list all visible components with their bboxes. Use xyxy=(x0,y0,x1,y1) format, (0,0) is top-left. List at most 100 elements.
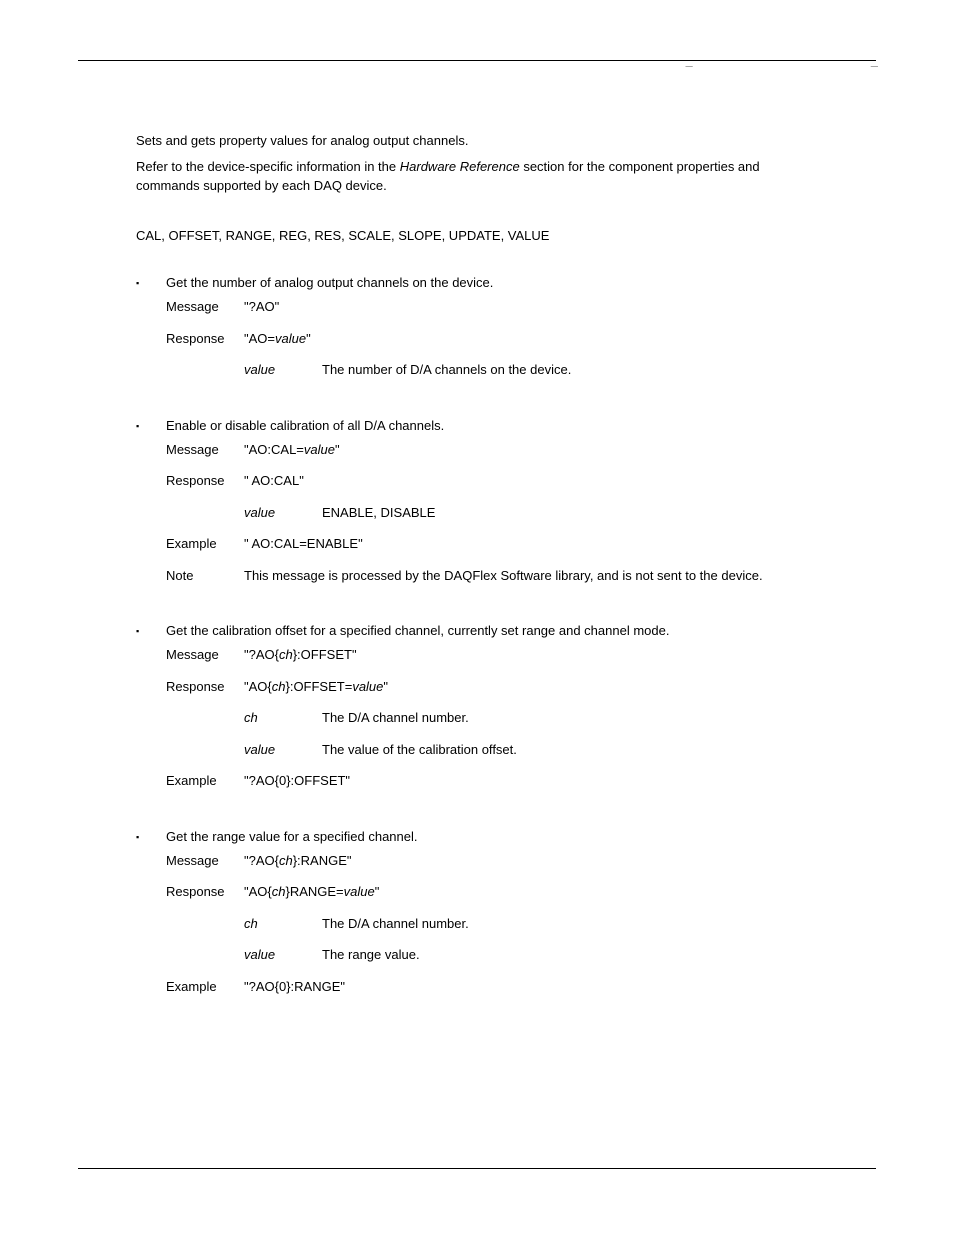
resp-prefix: "AO{ xyxy=(244,679,272,694)
resp-mid: }:OFFSET= xyxy=(285,679,352,694)
section-desc: Get the number of analog output channels… xyxy=(166,273,818,293)
row-response: Response "AO= value " value The number of … xyxy=(166,329,818,380)
value-response: "AO{ch}RANGE=value" ch The D/A channel n… xyxy=(244,882,818,965)
resp-suffix: " xyxy=(383,679,388,694)
header-dash-1: – xyxy=(686,56,691,76)
intro-para-2: Refer to the device-specific information… xyxy=(136,157,818,196)
sub-value: ENABLE, DISABLE xyxy=(322,503,818,523)
value-example: "?AO{0}:OFFSET" xyxy=(244,771,818,791)
row-response: Response " AO:CAL" value ENABLE, DISABLE xyxy=(166,471,818,522)
value-response: "AO= value " value The number of D/A chann… xyxy=(244,329,818,380)
value-response: " AO:CAL" value ENABLE, DISABLE xyxy=(244,471,818,522)
row-message: Message "?AO" xyxy=(166,297,818,317)
sub-value: The D/A channel number. xyxy=(322,914,818,934)
bullet-icon: ▪ xyxy=(136,827,166,847)
sub-value: The value of the calibration offset. xyxy=(322,740,818,760)
resp-em2: value xyxy=(352,679,383,694)
sub-row-value: value The number of D/A channels on the … xyxy=(244,360,818,380)
header-dash-2: – xyxy=(871,56,876,76)
sub-label: value xyxy=(244,503,322,523)
label-message: Message xyxy=(166,440,244,460)
intro-p2-em: Hardware Reference xyxy=(400,159,520,174)
value-message: "?AO" xyxy=(244,297,818,317)
sub-value: The number of D/A channels on the device… xyxy=(322,360,818,380)
section-ao-count: ▪ Get the number of analog output channe… xyxy=(166,273,818,380)
resp-text: " AO:CAL" xyxy=(244,473,304,488)
label-note: Note xyxy=(166,566,244,586)
msg-em: value xyxy=(304,442,335,457)
sub-row-ch: ch The D/A channel number. xyxy=(244,914,818,934)
section-ao-range: ▪ Get the range value for a specified ch… xyxy=(166,827,818,997)
label-message: Message xyxy=(166,297,244,317)
section-desc: Get the calibration offset for a specifi… xyxy=(166,621,818,641)
msg-em: ch xyxy=(279,647,293,662)
msg-suffix: }:RANGE" xyxy=(293,853,352,868)
msg-suffix: }:OFFSET" xyxy=(293,647,357,662)
resp-prefix: "AO{ xyxy=(244,884,272,899)
row-example: Example " AO:CAL=ENABLE" xyxy=(166,534,818,554)
row-example: Example "?AO{0}:RANGE" xyxy=(166,977,818,997)
bullet-icon: ▪ xyxy=(136,621,166,641)
resp-suffix: " xyxy=(306,331,311,346)
row-message: Message "?AO{ch}:OFFSET" xyxy=(166,645,818,665)
label-message: Message xyxy=(166,645,244,665)
resp-em1: ch xyxy=(272,884,286,899)
bullet-row: ▪ Get the number of analog output channe… xyxy=(136,273,818,293)
intro-p2-prefix: Refer to the device-specific information… xyxy=(136,159,400,174)
resp-prefix: "AO= xyxy=(244,331,275,346)
row-response: Response "AO{ch}:OFFSET=value" ch The D/… xyxy=(166,677,818,760)
value-message: "AO:CAL=value" xyxy=(244,440,818,460)
resp-em2: value xyxy=(344,884,375,899)
resp-suffix: " xyxy=(375,884,380,899)
sub-label: value xyxy=(244,360,322,380)
msg-prefix: "AO:CAL= xyxy=(244,442,304,457)
sub-row-value: value The range value. xyxy=(244,945,818,965)
sub-label: value xyxy=(244,945,322,965)
row-response: Response "AO{ch}RANGE=value" ch The D/A … xyxy=(166,882,818,965)
row-message: Message "AO:CAL=value" xyxy=(166,440,818,460)
label-response: Response xyxy=(166,677,244,760)
resp-mid: }RANGE= xyxy=(285,884,343,899)
sub-label: ch xyxy=(244,708,322,728)
sub-value: The range value. xyxy=(322,945,818,965)
label-message: Message xyxy=(166,851,244,871)
sub-row-value: value The value of the calibration offse… xyxy=(244,740,818,760)
value-message: "?AO{ch}:RANGE" xyxy=(244,851,818,871)
msg-prefix: "?AO{ xyxy=(244,647,279,662)
sub-row-ch: ch The D/A channel number. xyxy=(244,708,818,728)
section-ao-offset: ▪ Get the calibration offset for a speci… xyxy=(166,621,818,791)
def-table: Message "?AO{ch}:OFFSET" Response "AO{ch… xyxy=(166,645,818,791)
intro-para-1: Sets and gets property values for analog… xyxy=(136,131,818,151)
bullet-icon: ▪ xyxy=(136,416,166,436)
label-example: Example xyxy=(166,977,244,997)
value-response: "AO{ch}:OFFSET=value" ch The D/A channel… xyxy=(244,677,818,760)
label-example: Example xyxy=(166,771,244,791)
value-note: This message is processed by the DAQFlex… xyxy=(244,566,818,586)
resp-em1: ch xyxy=(272,679,286,694)
sub-label: value xyxy=(244,740,322,760)
def-table: Message "?AO" Response "AO= value " value … xyxy=(166,297,818,380)
row-note: Note This message is processed by the DA… xyxy=(166,566,818,586)
bullet-row: ▪ Enable or disable calibration of all D… xyxy=(136,416,818,436)
def-table: Message "AO:CAL=value" Response " AO:CAL… xyxy=(166,440,818,586)
label-response: Response xyxy=(166,329,244,380)
label-response: Response xyxy=(166,882,244,965)
bullet-icon: ▪ xyxy=(136,273,166,293)
row-example: Example "?AO{0}:OFFSET" xyxy=(166,771,818,791)
bullet-row: ▪ Get the calibration offset for a speci… xyxy=(136,621,818,641)
msg-prefix: "?AO{ xyxy=(244,853,279,868)
msg-em: ch xyxy=(279,853,293,868)
section-desc: Enable or disable calibration of all D/A… xyxy=(166,416,818,436)
sub-value: The D/A channel number. xyxy=(322,708,818,728)
page-container: – – Sets and gets property values for an… xyxy=(0,0,954,1235)
label-response: Response xyxy=(166,471,244,522)
section-ao-cal: ▪ Enable or disable calibration of all D… xyxy=(166,416,818,586)
row-message: Message "?AO{ch}:RANGE" xyxy=(166,851,818,871)
def-table: Message "?AO{ch}:RANGE" Response "AO{ch}… xyxy=(166,851,818,997)
value-example: "?AO{0}:RANGE" xyxy=(244,977,818,997)
header-marks: – – xyxy=(78,56,876,76)
properties-list: CAL, OFFSET, RANGE, REG, RES, SCALE, SLO… xyxy=(136,226,818,246)
value-example: " AO:CAL=ENABLE" xyxy=(244,534,818,554)
bullet-row: ▪ Get the range value for a specified ch… xyxy=(136,827,818,847)
value-message: "?AO{ch}:OFFSET" xyxy=(244,645,818,665)
